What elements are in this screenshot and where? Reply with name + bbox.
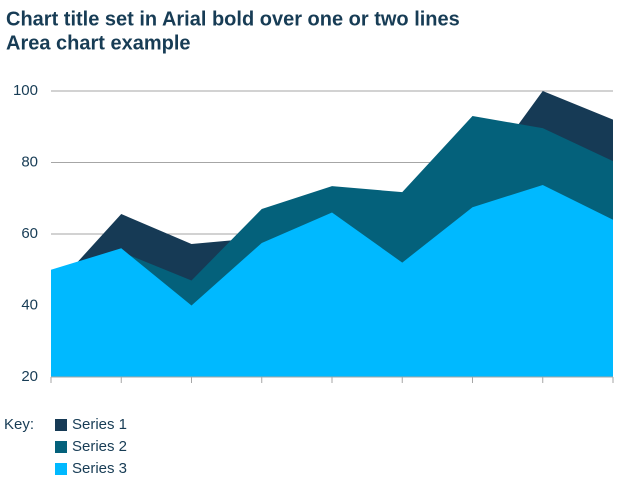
y-tick-label: 60 [21, 225, 38, 242]
y-tick-label: 80 [21, 153, 38, 170]
legend-swatch [55, 441, 67, 453]
legend-title: Key: [4, 416, 34, 433]
legend-label: Series 1 [72, 416, 127, 433]
legend-label: Series 2 [72, 438, 127, 455]
legend-label: Series 3 [72, 460, 127, 477]
chart-subtitle: Area chart example [6, 32, 191, 54]
legend-swatch [55, 419, 67, 431]
y-tick-label: 100 [13, 82, 38, 99]
area [51, 185, 613, 377]
y-tick-label: 20 [21, 368, 38, 385]
legend-swatch [55, 463, 67, 475]
y-tick-label: 40 [21, 296, 38, 313]
chart-title: Chart title set in Arial bold over one o… [6, 8, 460, 30]
